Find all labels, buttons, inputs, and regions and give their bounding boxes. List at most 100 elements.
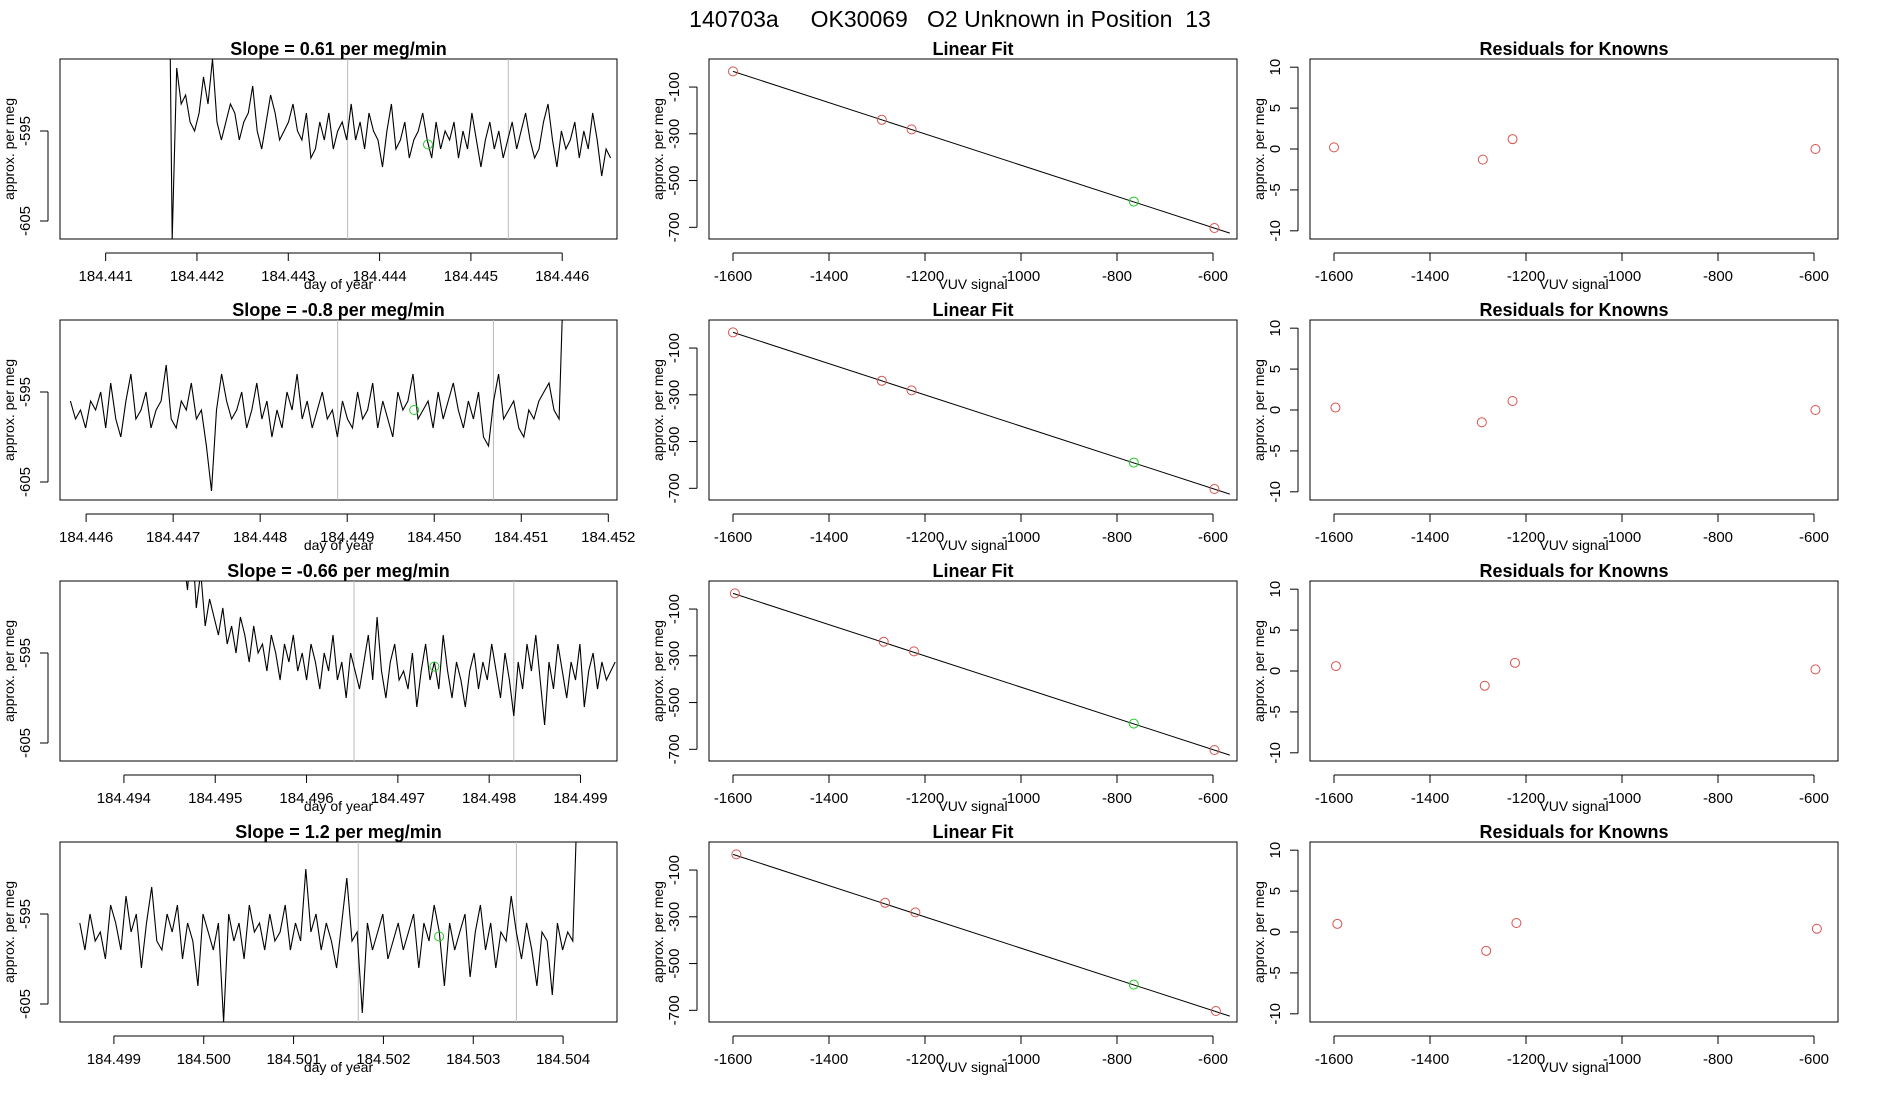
y-tick-label: -605 xyxy=(17,989,34,1019)
signal-trace xyxy=(185,581,616,726)
y-tick-label: -595 xyxy=(17,377,34,407)
y-tick-label: 0 xyxy=(1267,928,1284,936)
x-tick-label: -600 xyxy=(1799,1051,1829,1068)
plot-area xyxy=(185,581,616,761)
y-tick-label: -5 xyxy=(1267,705,1284,718)
x-tick-label: -1000 xyxy=(1603,529,1641,546)
y-axis-label: approx. per meg xyxy=(650,359,666,461)
x-axis-label: day of year xyxy=(304,276,374,292)
x-axis-label: VUV signal xyxy=(938,1059,1007,1075)
plot-frame xyxy=(59,58,618,240)
unknown-mean-point xyxy=(409,405,420,415)
x-tick-label: -1400 xyxy=(1411,268,1449,285)
panel-title: Slope = 1.2 per meg/min xyxy=(235,822,442,842)
y-tick-label: 5 xyxy=(1267,887,1284,895)
y-axis-label: approx. per meg xyxy=(1,620,17,722)
y-tick-label: -700 xyxy=(666,995,683,1025)
y-tick-label: -10 xyxy=(1267,742,1284,764)
x-tick-label: 184.443 xyxy=(261,268,315,285)
known-point xyxy=(728,327,738,338)
x-tick-label: -1600 xyxy=(714,529,752,546)
x-tick-label: -600 xyxy=(1198,268,1228,285)
y-tick-label: 10 xyxy=(1267,842,1284,859)
x-axis-label: VUV signal xyxy=(938,276,1007,292)
plot-area xyxy=(1332,918,1822,956)
panel-title: Linear Fit xyxy=(932,39,1013,59)
y-tick-label: 0 xyxy=(1267,667,1284,675)
plot-frame xyxy=(708,319,1238,501)
fit-line xyxy=(732,70,1230,234)
x-tick-label: 184.495 xyxy=(188,790,242,807)
x-tick-label: -1000 xyxy=(1002,529,1040,546)
x-tick-label: 184.504 xyxy=(536,1051,590,1068)
unknown-point xyxy=(1128,457,1139,468)
x-axis-label: VUV signal xyxy=(1539,537,1608,553)
plot-area xyxy=(731,849,1230,1017)
x-axis-label: VUV signal xyxy=(1539,276,1608,292)
x-axis-label: day of year xyxy=(304,1059,374,1075)
residual-point xyxy=(1477,154,1488,165)
plot-frame xyxy=(59,580,618,762)
x-tick-label: 184.503 xyxy=(446,1051,500,1068)
y-tick-label: -500 xyxy=(666,949,683,979)
x-tick-label: -1400 xyxy=(810,529,848,546)
plot-frame xyxy=(59,841,618,1023)
x-tick-label: -800 xyxy=(1703,790,1733,807)
panel-title: Residuals for Knowns xyxy=(1479,300,1668,320)
unknown-mean-point xyxy=(429,661,440,672)
x-tick-label: 184.494 xyxy=(97,790,151,807)
plot-area xyxy=(1329,134,1821,165)
y-tick-label: 5 xyxy=(1267,626,1284,634)
x-tick-label: -1200 xyxy=(1507,268,1545,285)
plot-frame xyxy=(1309,841,1839,1023)
x-tick-label: 184.451 xyxy=(494,529,548,546)
residual-point xyxy=(1511,918,1522,928)
x-tick-label: 184.496 xyxy=(279,790,333,807)
fit-line xyxy=(732,331,1230,495)
y-tick-label: -5 xyxy=(1267,183,1284,196)
x-tick-label: -1200 xyxy=(906,1051,944,1068)
x-tick-label: -800 xyxy=(1102,529,1132,546)
y-axis-label: approx. per meg xyxy=(1251,881,1267,983)
known-point xyxy=(910,907,921,918)
x-tick-label: -800 xyxy=(1102,1051,1132,1068)
x-tick-label: -1600 xyxy=(714,790,752,807)
x-tick-label: 184.497 xyxy=(371,790,425,807)
known-point xyxy=(728,66,738,77)
plot-area xyxy=(729,588,1230,756)
x-tick-label: -1200 xyxy=(906,529,944,546)
x-tick-label: 184.441 xyxy=(79,268,133,285)
y-tick-label: -605 xyxy=(17,728,34,758)
residual-point xyxy=(1329,142,1339,153)
y-tick-label: 5 xyxy=(1267,365,1284,373)
plot-frame xyxy=(708,58,1238,240)
plot-frame xyxy=(59,319,618,501)
x-tick-label: 184.442 xyxy=(170,268,224,285)
known-point xyxy=(876,114,887,125)
plot-frame xyxy=(1309,58,1839,240)
plot-area xyxy=(1330,657,1821,691)
x-tick-label: -1600 xyxy=(1315,529,1353,546)
unknown-point xyxy=(1128,718,1139,729)
panel-title: Residuals for Knowns xyxy=(1479,561,1668,581)
x-tick-label: -1200 xyxy=(906,790,944,807)
y-tick-label: -5 xyxy=(1267,444,1284,457)
x-tick-label: -1200 xyxy=(1507,529,1545,546)
y-tick-label: -100 xyxy=(666,72,683,102)
panel-title: Linear Fit xyxy=(932,822,1013,842)
y-tick-label: -300 xyxy=(666,641,683,671)
x-tick-label: -1000 xyxy=(1002,790,1040,807)
panel-title: Linear Fit xyxy=(932,300,1013,320)
figure-title: 140703a OK30069 O2 Unknown in Position 1… xyxy=(689,6,1211,32)
x-tick-label: -600 xyxy=(1198,790,1228,807)
x-tick-label: -1600 xyxy=(1315,268,1353,285)
x-tick-label: -800 xyxy=(1102,790,1132,807)
x-tick-label: -600 xyxy=(1799,529,1829,546)
fit-line xyxy=(732,853,1230,1017)
y-tick-label: -700 xyxy=(666,473,683,503)
x-axis-label: day of year xyxy=(304,798,374,814)
x-tick-label: -1000 xyxy=(1002,268,1040,285)
known-point xyxy=(908,646,919,657)
signal-trace xyxy=(169,59,612,239)
